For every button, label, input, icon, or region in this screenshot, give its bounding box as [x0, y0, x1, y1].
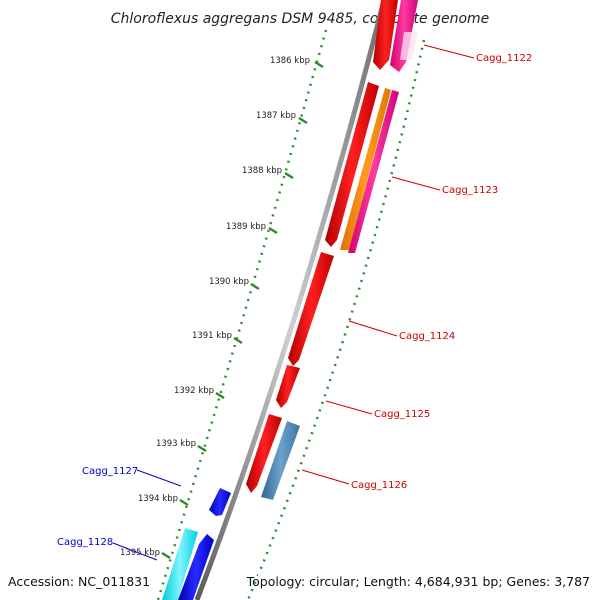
gene-label-cagg-1128: Cagg_1128: [57, 537, 113, 548]
tick-1391: 1391 kbp: [192, 331, 243, 345]
gene-arrow-red-large: [325, 82, 379, 247]
label-line-cagg-1127: [136, 469, 182, 487]
tick-1392: 1392 kbp: [174, 386, 225, 400]
label-line-cagg-1122: [423, 44, 475, 59]
tick-track: [156, 29, 328, 600]
tick-label: 1392 kbp: [174, 386, 214, 396]
gene-label-cagg-1126: Cagg_1126: [351, 480, 407, 491]
inner-dotted-track: [246, 39, 426, 600]
gene-arrow-forward-top: [373, 0, 398, 70]
tick-label: 1390 kbp: [209, 277, 249, 287]
tick-label: 1393 kbp: [156, 439, 196, 449]
gene-label-cagg-1124: Cagg_1124: [399, 331, 455, 342]
label-line-cagg-1128: [112, 542, 158, 561]
gene-arrow-red-lower: [246, 414, 282, 493]
genome-backbone: [194, 0, 387, 600]
tick-1395: 1395 kbp: [120, 548, 171, 560]
tick-1394: 1394 kbp: [138, 494, 189, 507]
tick-1393: 1393 kbp: [156, 439, 207, 453]
label-line-cagg-1123: [391, 176, 441, 191]
tick-label: 1387 kbp: [256, 111, 296, 121]
tick-1390: 1390 kbp: [209, 277, 260, 291]
tick-label: 1391 kbp: [192, 331, 232, 341]
gene-arrow-cagg-1127: [209, 488, 231, 516]
genome-summary: Topology: circular; Length: 4,684,931 bp…: [246, 574, 590, 589]
gene-arrow-cagg-1126: [261, 421, 300, 500]
gene-arrow-orange: [340, 88, 391, 250]
tick-label: 1388 kbp: [242, 166, 282, 176]
tick-1388: 1388 kbp: [242, 166, 294, 180]
tick-label: 1389 kbp: [226, 222, 266, 232]
tick-1389: 1389 kbp: [226, 222, 278, 235]
gene-label-cagg-1127: Cagg_1127: [82, 466, 138, 477]
tick-1387: 1387 kbp: [256, 111, 308, 125]
label-line-cagg-1126: [301, 469, 350, 485]
gene-arrow-cagg-1128: [162, 528, 198, 600]
summary-background: [258, 571, 596, 591]
gene-arrow-cagg-1123: [348, 90, 399, 253]
tick-label: 1386 kbp: [270, 56, 310, 66]
gene-arrow-cagg-1124: [288, 252, 334, 366]
accession-background: [4, 571, 154, 591]
gene-arrow-cagg-1122-highlight: [400, 32, 418, 60]
gene-label-cagg-1125: Cagg_1125: [374, 409, 430, 420]
label-line-cagg-1124: [348, 320, 398, 337]
gene-arrow-cagg-1125: [276, 365, 300, 408]
gene-label-cagg-1123: Cagg_1123: [442, 185, 498, 196]
accession-text: Accession: NC_011831: [8, 574, 150, 589]
tick-label: 1394 kbp: [138, 494, 178, 504]
tick-1386: 1386 kbp: [270, 56, 324, 69]
gene-arrow-blue-bottom: [178, 534, 214, 600]
map-title: Chloroflexus aggregans DSM 9485, complet…: [111, 11, 490, 27]
label-line-cagg-1125: [325, 400, 373, 415]
gene-label-cagg-1122: Cagg_1122: [476, 53, 532, 64]
